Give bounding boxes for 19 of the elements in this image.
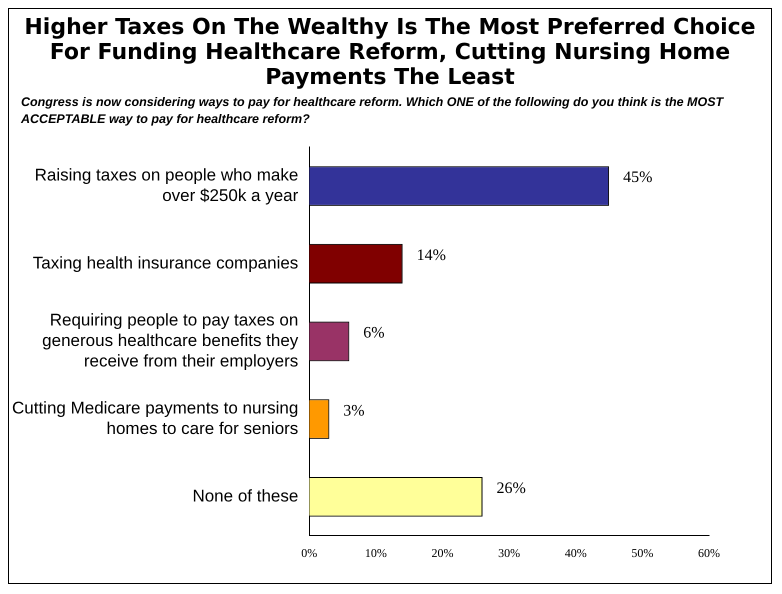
x-tick-label: 40% xyxy=(564,546,587,560)
x-tick-label: 0% xyxy=(301,546,318,560)
data-label: 6% xyxy=(363,324,385,342)
data-label: 45% xyxy=(623,169,652,186)
chart-subtitle: Congress is now considering ways to pay for healthcare reform. Which ONE of the following do you think is the MOST ACCEPTABLE way to pay for healthcare reform? xyxy=(20,94,725,128)
y-tick-label: Cutting Medicare payments to nursing homes to care for seniors xyxy=(12,398,298,438)
data-label: 14% xyxy=(416,246,446,264)
x-tick-label: 10% xyxy=(364,546,387,560)
data-label: 3% xyxy=(343,402,365,420)
chart-title: Higher Taxes On The Wealthy Is The Most Preferred Choice For Funding Healthcare Reform, Cutting Nursing Home Payments The Least xyxy=(23,14,757,90)
x-tick-label: 50% xyxy=(631,546,654,560)
y-tick-label: Raising taxes on people who make over $250k a year xyxy=(34,166,299,205)
x-tick-label: 60% xyxy=(698,546,720,560)
y-tick-label: None of these xyxy=(192,486,298,506)
y-tick-label: Requiring people to pay taxes on generous healthcare benefits they receive from their employers xyxy=(42,310,299,370)
x-tick-label: 20% xyxy=(432,546,454,560)
data-label: 26% xyxy=(496,480,526,497)
y-tick-label: Taxing health insurance companies xyxy=(32,253,298,272)
x-tick-label: 30% xyxy=(498,546,520,560)
